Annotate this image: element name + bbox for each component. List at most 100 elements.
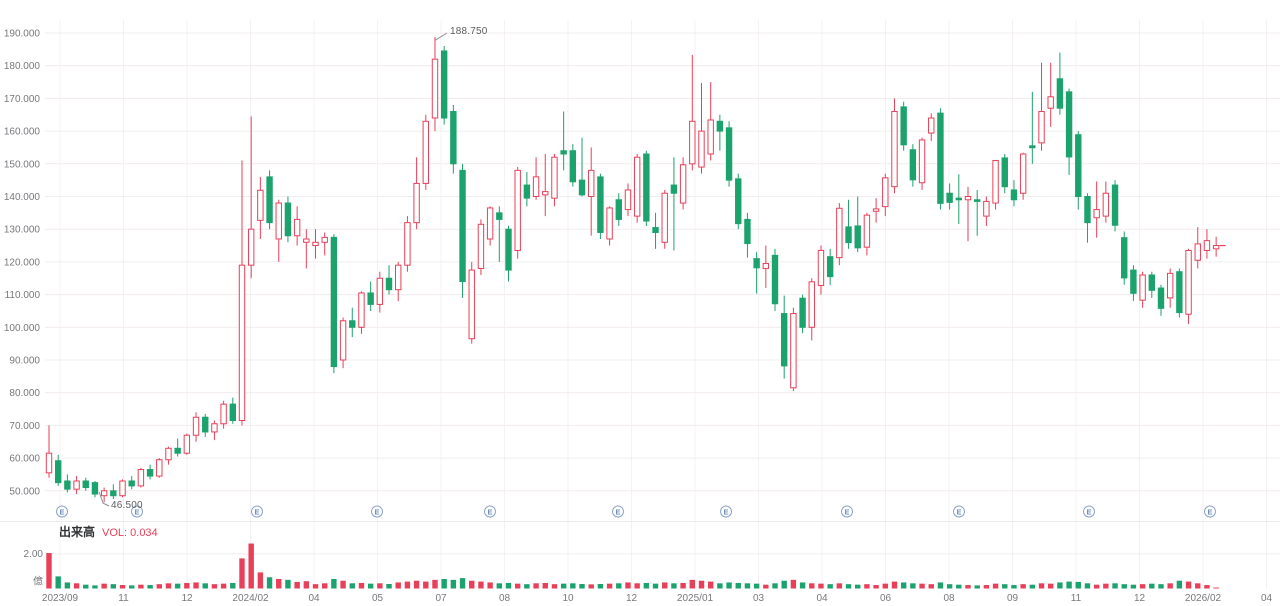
candle[interactable]: [440, 46, 448, 125]
candle[interactable]: [468, 261, 475, 344]
candle[interactable]: [790, 307, 797, 392]
candle[interactable]: [918, 137, 926, 190]
candle[interactable]: [532, 157, 540, 200]
candle[interactable]: [716, 114, 724, 151]
candle[interactable]: [202, 413, 209, 437]
candle[interactable]: [643, 150, 650, 226]
candle[interactable]: [505, 225, 512, 282]
candle[interactable]: [54, 454, 62, 486]
candle[interactable]: [1111, 180, 1119, 232]
candle[interactable]: [854, 196, 861, 253]
candle[interactable]: [257, 176, 264, 240]
candle[interactable]: [744, 212, 751, 258]
candle[interactable]: [312, 229, 319, 259]
candle[interactable]: [174, 438, 181, 457]
candle[interactable]: [514, 167, 521, 259]
candle[interactable]: [964, 186, 972, 242]
candle[interactable]: [781, 295, 788, 379]
earnings-badge[interactable]: E: [484, 505, 496, 518]
candle[interactable]: [624, 183, 632, 217]
candle[interactable]: [358, 291, 365, 334]
candle[interactable]: [165, 446, 172, 465]
candle[interactable]: [698, 83, 705, 174]
candle[interactable]: [1047, 62, 1054, 127]
candle[interactable]: [707, 82, 714, 161]
candle[interactable]: [119, 479, 126, 498]
earnings-badge[interactable]: E: [720, 505, 732, 518]
candle[interactable]: [1093, 181, 1100, 238]
candle[interactable]: [799, 294, 806, 334]
candle[interactable]: [633, 153, 641, 223]
candle[interactable]: [983, 196, 990, 226]
candle[interactable]: [1038, 62, 1045, 151]
candle[interactable]: [909, 144, 917, 187]
candle[interactable]: [413, 157, 420, 230]
candle[interactable]: [349, 307, 356, 338]
candle[interactable]: [882, 173, 889, 217]
candle[interactable]: [229, 397, 237, 424]
candle[interactable]: [339, 317, 347, 369]
candle[interactable]: [45, 425, 53, 478]
candle[interactable]: [808, 278, 815, 341]
earnings-badge[interactable]: E: [841, 505, 853, 518]
candle[interactable]: [523, 171, 531, 207]
earnings-badge[interactable]: E: [953, 505, 965, 518]
candle[interactable]: [661, 189, 668, 249]
earnings-badge[interactable]: E: [251, 505, 263, 518]
candle[interactable]: [110, 484, 117, 499]
candle[interactable]: [826, 248, 834, 285]
candle[interactable]: [725, 121, 733, 187]
candle[interactable]: [891, 98, 898, 194]
candle[interactable]: [900, 101, 907, 151]
candle[interactable]: [192, 412, 200, 442]
candle[interactable]: [183, 433, 191, 455]
candle[interactable]: [1010, 180, 1018, 207]
candle[interactable]: [836, 203, 843, 266]
candle[interactable]: [1084, 193, 1091, 243]
candle[interactable]: [450, 104, 457, 174]
candle[interactable]: [771, 248, 779, 311]
candle[interactable]: [1148, 271, 1155, 298]
candle[interactable]: [1166, 268, 1174, 308]
candle[interactable]: [569, 144, 577, 187]
candle[interactable]: [247, 116, 255, 279]
earnings-badge[interactable]: E: [1083, 505, 1095, 518]
candle[interactable]: [1056, 52, 1064, 115]
candle[interactable]: [1157, 284, 1165, 316]
candle[interactable]: [275, 199, 282, 262]
candle[interactable]: [330, 234, 338, 374]
candle[interactable]: [615, 193, 622, 226]
candle[interactable]: [578, 137, 586, 197]
candle[interactable]: [64, 474, 71, 493]
candle[interactable]: [560, 111, 567, 171]
earnings-badge[interactable]: E: [56, 505, 68, 518]
candle[interactable]: [477, 219, 485, 275]
candle[interactable]: [486, 206, 494, 246]
candle[interactable]: [735, 173, 742, 230]
candle[interactable]: [551, 153, 558, 207]
candle[interactable]: [73, 476, 80, 495]
candle[interactable]: [1203, 229, 1211, 259]
candle[interactable]: [385, 265, 393, 295]
candle[interactable]: [146, 464, 154, 480]
candle[interactable]: [220, 400, 227, 429]
candle[interactable]: [459, 163, 466, 298]
candle[interactable]: [937, 108, 944, 210]
candle[interactable]: [395, 261, 402, 302]
candle[interactable]: [303, 229, 310, 269]
candle[interactable]: [1121, 231, 1128, 285]
candle[interactable]: [100, 487, 108, 503]
candle[interactable]: [404, 216, 411, 272]
candle[interactable]: [872, 198, 880, 223]
candle[interactable]: [606, 206, 613, 246]
candle[interactable]: [1019, 152, 1027, 200]
candle[interactable]: [1139, 271, 1146, 308]
candle[interactable]: [1102, 181, 1110, 223]
candle[interactable]: [992, 159, 999, 210]
candle[interactable]: [597, 173, 604, 240]
candle[interactable]: [321, 232, 328, 256]
candle[interactable]: [128, 476, 135, 490]
earnings-badge[interactable]: E: [371, 505, 383, 518]
candle[interactable]: [588, 147, 595, 236]
